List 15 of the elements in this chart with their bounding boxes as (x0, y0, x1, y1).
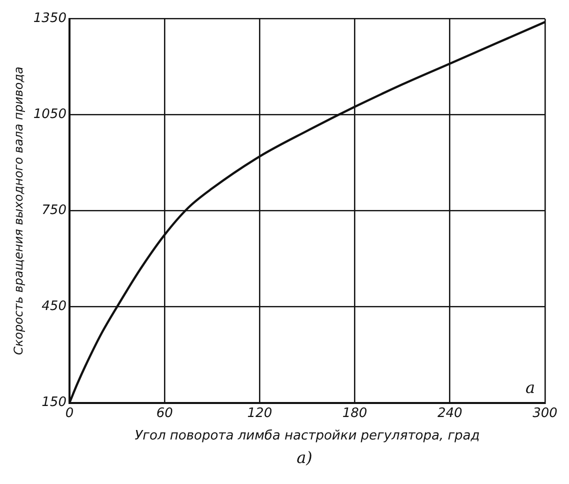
y-tick-label: 450 (42, 299, 66, 314)
x-tick-label: 60 (156, 406, 173, 421)
x-tick-label: 120 (247, 406, 272, 421)
x-tick-label: 300 (532, 406, 558, 421)
x-tick-label: 240 (437, 406, 462, 421)
x-tick-label: 180 (342, 406, 368, 421)
x-axis-title: Угол поворота лимба настройки регулятора, град (134, 428, 480, 444)
y-tick-label: 750 (42, 203, 66, 218)
text: a) (296, 448, 314, 467)
y-axis-title: Скорость вращения выходного вала привода (11, 66, 26, 355)
y-tick-label: 1350 (33, 11, 66, 26)
y-tick-label: 1050 (33, 107, 66, 122)
annotation: a (525, 378, 535, 397)
y-tick-label: 150 (42, 395, 66, 410)
x-tick-label: 0 (65, 406, 74, 421)
